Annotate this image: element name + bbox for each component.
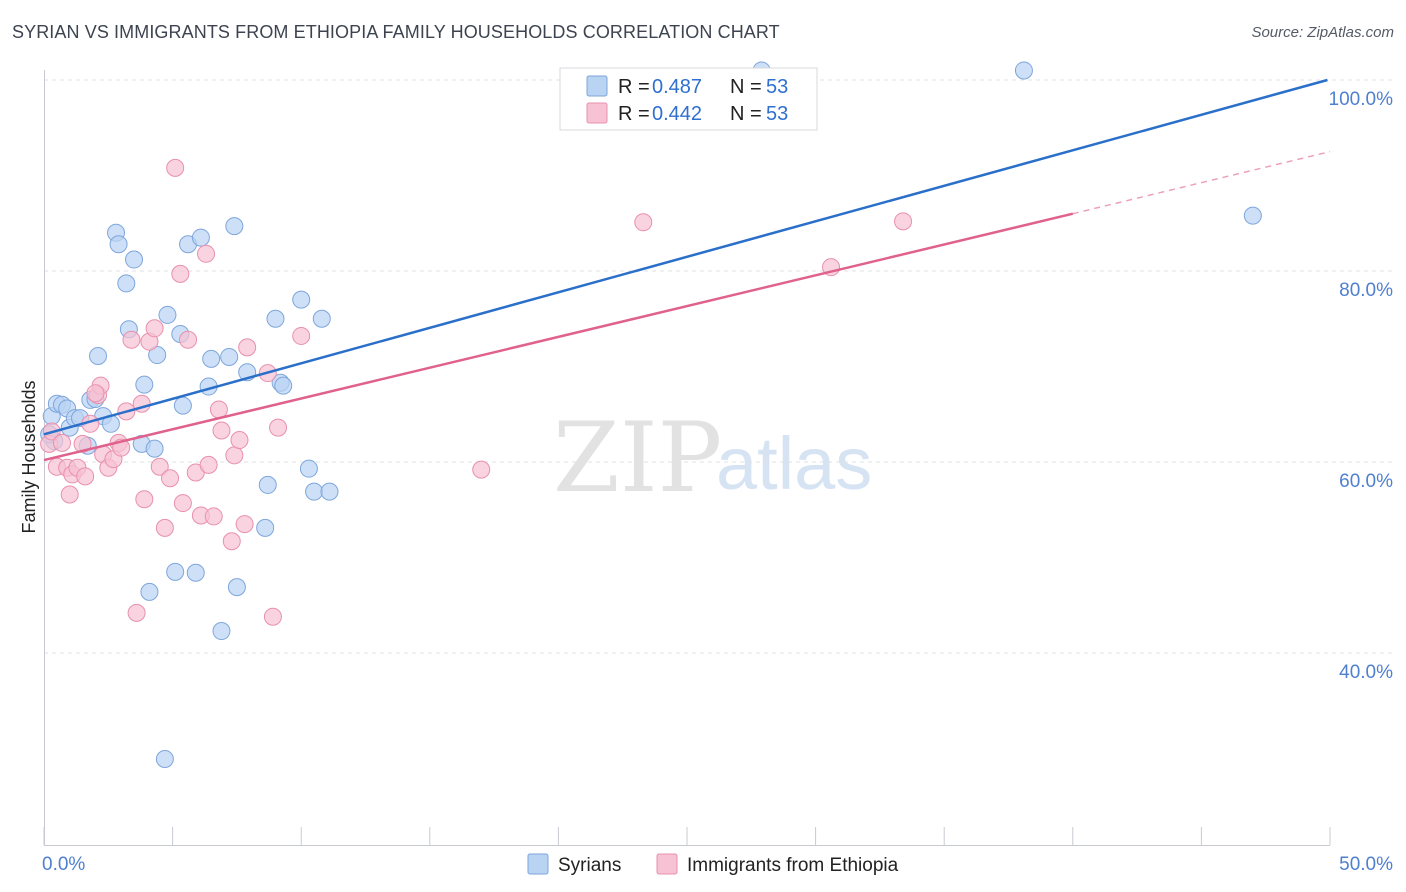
ethiopia-point: [53, 433, 72, 452]
bottom-legend-swatch-syrians: [527, 853, 549, 875]
legend-n-value-syrians: 53: [766, 76, 788, 98]
watermark-atlas: atlas: [716, 422, 872, 505]
syrians-point: [145, 439, 164, 458]
ethiopia-point: [225, 446, 244, 465]
legend-r-label-ethiopia: R =: [618, 103, 650, 125]
ethiopia-point: [472, 460, 491, 479]
syrians-point: [173, 396, 192, 415]
ethiopia-point: [179, 330, 198, 349]
legend-r-value-syrians: 0.487: [652, 76, 702, 98]
ethiopia-points: [40, 158, 913, 626]
syrians-point: [256, 518, 275, 537]
source-label: Source: ZipAtlas.com: [1251, 24, 1394, 41]
syrians-point: [212, 622, 231, 641]
x-axis-ticks: [43, 827, 1331, 845]
syrians-point: [274, 376, 293, 395]
legend-n-label-syrians: N =: [730, 76, 762, 98]
trend-line-extension-ethiopia: [1072, 150, 1331, 215]
syrians-point: [1014, 61, 1033, 80]
ethiopia-point: [292, 326, 311, 345]
syrians-point: [266, 309, 285, 328]
legend-r-value-ethiopia: 0.442: [652, 103, 702, 125]
trend-line-syrians: [43, 78, 1328, 436]
ethiopia-point: [222, 532, 241, 551]
legend-swatch-syrians: [586, 75, 608, 97]
bottom-legend-swatch-ethiopia: [656, 853, 678, 875]
syrians-point: [158, 305, 177, 324]
legend-n-value-ethiopia: 53: [766, 103, 788, 125]
legend-n-label-ethiopia: N =: [730, 103, 762, 125]
ethiopia-point: [122, 330, 141, 349]
syrians-point: [292, 290, 311, 309]
bottom-legend-label-ethiopia: Immigrants from Ethiopia: [687, 855, 899, 876]
syrians-point: [135, 375, 154, 394]
syrians-point: [320, 482, 339, 501]
ethiopia-point: [269, 418, 288, 437]
ethiopia-point: [212, 421, 231, 440]
trend-lines: [43, 78, 1331, 462]
syrians-point: [186, 563, 205, 582]
y-axis-label: Family Households: [19, 380, 39, 533]
x-tick-label: 50.0%: [1339, 854, 1393, 875]
ethiopia-point: [150, 457, 169, 476]
legend-swatch-ethiopia: [586, 102, 608, 124]
ethiopia-point: [263, 607, 282, 626]
y-tick-label: 60.0%: [1339, 471, 1393, 492]
syrians-point: [117, 274, 136, 293]
ethiopia-point: [135, 490, 154, 509]
y-tick-label: 100.0%: [1329, 89, 1394, 110]
syrians-point: [140, 582, 159, 601]
syrians-point: [109, 235, 128, 254]
ethiopia-point: [127, 603, 146, 622]
syrians-point: [202, 349, 221, 368]
y-tick-labels: 40.0% 60.0% 80.0% 100.0%: [1329, 89, 1394, 683]
watermark-zip: ZIP: [553, 402, 722, 514]
syrians-point: [125, 250, 144, 269]
syrians-point: [225, 217, 244, 236]
ethiopia-point: [76, 467, 95, 486]
ethiopia-point: [235, 515, 254, 534]
syrians-point: [258, 475, 277, 494]
syrians-point: [227, 578, 246, 597]
y-tick-label: 40.0%: [1339, 662, 1393, 683]
syrians-point: [166, 562, 185, 581]
ethiopia-point: [634, 213, 653, 232]
ethiopia-point: [230, 431, 249, 450]
legend-r-label-syrians: R =: [618, 76, 650, 98]
ethiopia-point: [171, 264, 190, 283]
ethiopia-point: [166, 158, 185, 177]
ethiopia-point: [145, 319, 164, 338]
ethiopia-point: [197, 244, 216, 263]
ethiopia-point: [173, 494, 192, 513]
y-tick-label: 80.0%: [1339, 280, 1393, 301]
ethiopia-point: [155, 518, 174, 537]
syrians-point: [299, 459, 318, 478]
ethiopia-point: [161, 469, 180, 488]
ethiopia-point: [73, 434, 92, 453]
ethiopia-point: [86, 384, 105, 403]
bottom-legend-label-syrians: Syrians: [558, 855, 621, 876]
syrians-point: [155, 750, 174, 769]
ethiopia-point: [894, 212, 913, 231]
chart-title: SYRIAN VS IMMIGRANTS FROM ETHIOPIA FAMIL…: [12, 22, 780, 42]
ethiopia-point: [60, 485, 79, 504]
syrians-point: [220, 347, 239, 366]
syrians-point: [191, 228, 210, 247]
syrians-point: [148, 346, 167, 365]
syrians-point: [89, 346, 108, 365]
trend-line-ethiopia: [43, 212, 1074, 462]
syrians-point: [305, 482, 324, 501]
correlation-legend: R = 0.487 N = 53 R = 0.442 N = 53: [559, 67, 818, 131]
x-tick-label: 0.0%: [42, 854, 85, 875]
ethiopia-point: [209, 400, 228, 419]
syrians-point: [1243, 206, 1262, 225]
series-legend: Syrians Immigrants from Ethiopia: [527, 853, 899, 876]
x-tick-labels: 0.0% 50.0%: [42, 854, 1393, 875]
ethiopia-point: [238, 338, 257, 357]
ethiopia-point: [204, 507, 223, 526]
syrians-point: [312, 309, 331, 328]
ethiopia-point: [199, 455, 218, 474]
